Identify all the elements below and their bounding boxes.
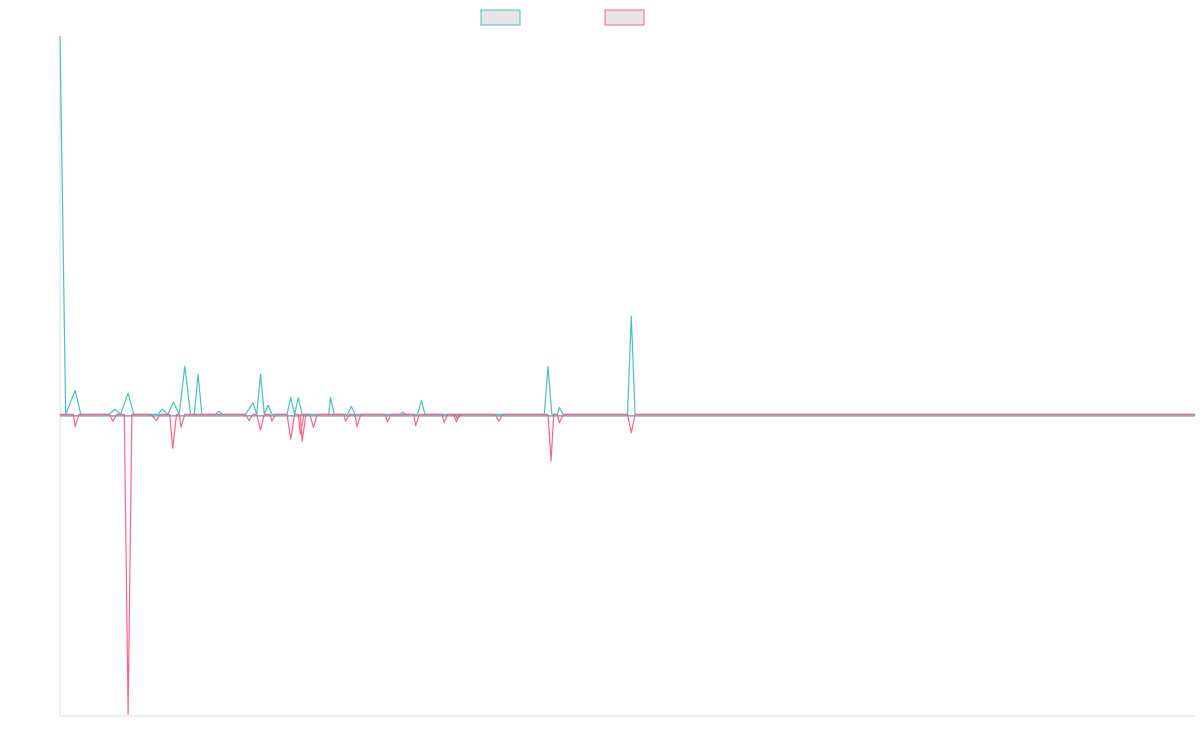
legend [480, 9, 645, 26]
series-layer [59, 35, 1195, 716]
series-line-1 [59, 35, 1195, 415]
legend-swatch-1 [480, 9, 521, 26]
axes [59, 36, 1195, 717]
legend-item-1[interactable] [480, 9, 521, 26]
legend-item-2[interactable] [604, 9, 645, 26]
legend-swatch-2 [604, 9, 645, 26]
series-line-2 [60, 413, 1195, 716]
